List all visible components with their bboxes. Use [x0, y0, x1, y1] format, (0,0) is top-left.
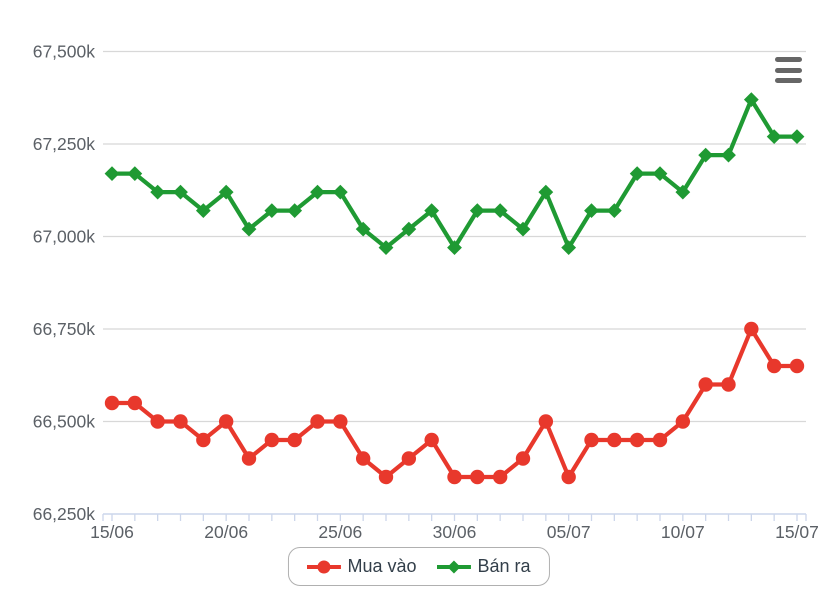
data-point-circle [173, 414, 188, 429]
data-point-diamond [538, 184, 554, 200]
x-tick-label: 30/06 [433, 522, 477, 542]
y-gridlines [103, 50, 806, 423]
data-point-diamond [287, 203, 303, 218]
data-point-circle [104, 395, 120, 411]
data-point-circle [196, 432, 211, 448]
data-point-diamond [447, 240, 462, 255]
data-point-circle [744, 321, 759, 337]
data-point-diamond [332, 184, 348, 200]
data-point-circle [766, 358, 782, 374]
data-point-diamond [127, 166, 143, 181]
data-point-circle [401, 451, 417, 466]
data-point-diamond [310, 184, 325, 200]
data-point-circle [652, 432, 668, 448]
data-point-diamond [675, 184, 691, 200]
series-mua-vào [104, 321, 805, 485]
hamburger-menu-icon[interactable] [775, 57, 802, 83]
x-axis-labels: 15/06 20/06 25/06 30/06 05/07 10/07 15/07 [90, 522, 819, 542]
data-point-circle [355, 451, 371, 466]
data-point-circle [127, 395, 143, 411]
data-point-circle [470, 469, 485, 485]
data-point-circle [629, 432, 645, 448]
data-point-diamond [378, 240, 394, 255]
data-point-diamond [492, 203, 508, 218]
y-axis-labels: 66,250k 66,500k 66,750k 67,000k 67,250k 67,50… [33, 42, 96, 525]
x-tick-label: 20/06 [204, 522, 248, 542]
legend-label-mua-vao: Mua vào [347, 556, 417, 576]
data-point-circle [241, 451, 257, 466]
data-point-circle [218, 414, 234, 429]
x-tick-label: 15/06 [90, 522, 134, 542]
data-point-diamond [515, 221, 531, 237]
data-point-diamond [241, 221, 257, 237]
data-point-circle [584, 432, 599, 448]
y-tick-label: 66,750k [33, 319, 96, 339]
ban-ra-marker-icon [436, 560, 471, 573]
data-point-circle [424, 432, 439, 448]
data-point-circle [150, 414, 165, 429]
x-tick-label: 10/07 [661, 522, 705, 542]
legend-item-mua-vao[interactable]: Mua vào [306, 556, 417, 577]
data-point-circle [287, 432, 302, 448]
legend-label-ban-ra: Bán ra [477, 556, 531, 576]
legend: Mua vào Bán ra [287, 547, 550, 586]
x-axis [102, 513, 807, 521]
y-tick-label: 67,250k [33, 134, 96, 154]
data-point-diamond [652, 166, 668, 181]
data-point-circle [333, 414, 348, 429]
data-point-circle [378, 469, 394, 485]
data-point-diamond [469, 203, 485, 218]
data-point-circle [607, 432, 622, 448]
series-bán-ra [104, 92, 805, 255]
data-point-circle [447, 469, 462, 485]
y-tick-label: 66,250k [33, 504, 96, 524]
data-point-diamond [789, 129, 805, 144]
data-point-diamond [401, 221, 417, 237]
menu-bar [775, 57, 802, 62]
data-point-circle [538, 414, 554, 429]
y-tick-label: 66,500k [33, 412, 96, 432]
data-point-diamond [355, 221, 371, 237]
data-point-circle [310, 414, 325, 429]
data-point-diamond [150, 184, 166, 200]
data-point-diamond [104, 166, 120, 181]
series-line [109, 326, 800, 480]
menu-bar [775, 78, 802, 83]
series-line [109, 97, 800, 250]
data-point-diamond [766, 129, 782, 144]
data-point-circle [561, 469, 576, 485]
y-tick-label: 67,000k [33, 227, 96, 247]
data-point-diamond [424, 203, 440, 218]
data-point-diamond [721, 147, 736, 163]
mua-vao-marker-icon [306, 560, 341, 573]
data-point-circle [515, 451, 531, 466]
data-point-circle [789, 358, 805, 374]
data-point-circle [698, 377, 713, 392]
data-point-diamond [743, 92, 759, 107]
menu-bar [775, 67, 802, 73]
x-tick-label: 05/07 [547, 522, 591, 542]
legend-item-ban-ra[interactable]: Bán ra [436, 556, 531, 577]
data-point-diamond [698, 147, 714, 163]
data-point-diamond [173, 184, 188, 200]
data-point-diamond [218, 184, 234, 200]
data-point-diamond [584, 203, 599, 218]
data-point-circle [675, 414, 691, 429]
data-point-diamond [606, 203, 622, 218]
data-point-diamond [264, 203, 280, 218]
x-tick-label: 25/06 [318, 522, 362, 542]
data-point-diamond [195, 203, 211, 218]
y-tick-label: 67,500k [33, 42, 96, 62]
data-point-circle [264, 432, 280, 448]
data-point-diamond [561, 240, 577, 255]
x-tick-label: 15/07 [775, 522, 819, 542]
data-point-circle [721, 377, 736, 392]
data-point-diamond [629, 166, 645, 181]
data-point-circle [492, 469, 508, 485]
